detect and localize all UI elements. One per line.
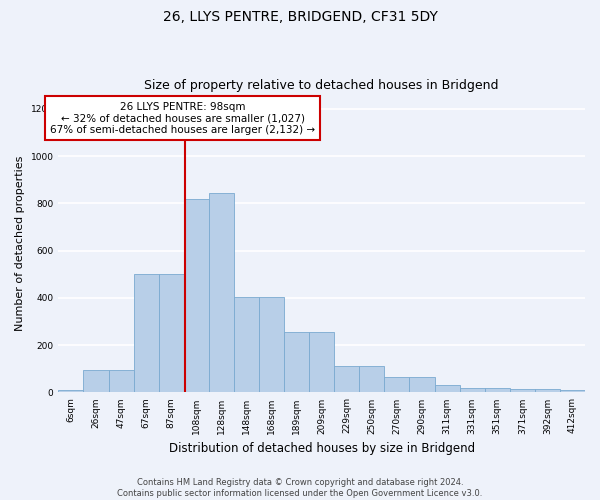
- Y-axis label: Number of detached properties: Number of detached properties: [15, 156, 25, 331]
- Bar: [58, 390, 83, 392]
- Bar: [309, 332, 334, 392]
- Bar: [234, 296, 259, 392]
- Text: Contains HM Land Registry data © Crown copyright and database right 2024.
Contai: Contains HM Land Registry data © Crown c…: [118, 478, 482, 498]
- Bar: [109, 370, 134, 392]
- Bar: [460, 388, 485, 392]
- Bar: [409, 377, 434, 392]
- X-axis label: Distribution of detached houses by size in Bridgend: Distribution of detached houses by size …: [169, 442, 475, 455]
- Text: 26 LLYS PENTRE: 98sqm
← 32% of detached houses are smaller (1,027)
67% of semi-d: 26 LLYS PENTRE: 98sqm ← 32% of detached …: [50, 102, 315, 135]
- Bar: [209, 192, 234, 392]
- Bar: [560, 390, 585, 392]
- Bar: [159, 274, 184, 392]
- Bar: [284, 332, 309, 392]
- Bar: [334, 366, 359, 392]
- Bar: [434, 386, 460, 392]
- Bar: [510, 389, 535, 392]
- Bar: [359, 366, 385, 392]
- Bar: [184, 198, 209, 392]
- Bar: [83, 370, 109, 392]
- Text: 26, LLYS PENTRE, BRIDGEND, CF31 5DY: 26, LLYS PENTRE, BRIDGEND, CF31 5DY: [163, 10, 437, 24]
- Bar: [485, 388, 510, 392]
- Bar: [535, 389, 560, 392]
- Bar: [134, 274, 159, 392]
- Bar: [259, 296, 284, 392]
- Bar: [385, 377, 409, 392]
- Title: Size of property relative to detached houses in Bridgend: Size of property relative to detached ho…: [145, 79, 499, 92]
